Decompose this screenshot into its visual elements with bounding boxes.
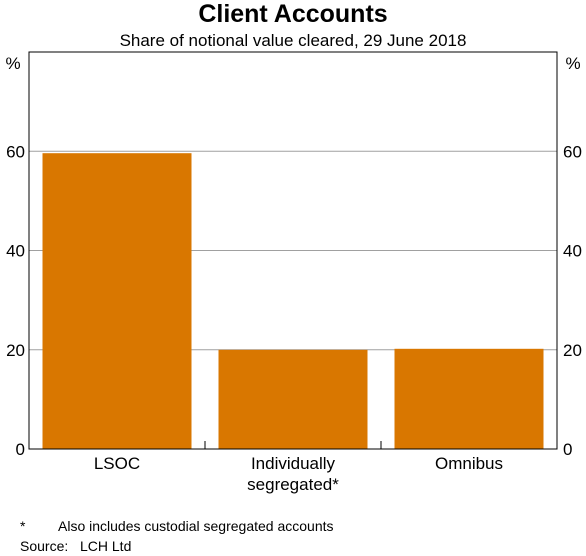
chart-title: Client Accounts	[198, 0, 388, 28]
chart-subtitle: Share of notional value cleared, 29 June…	[119, 31, 467, 50]
x-category-label: Individually	[251, 454, 336, 473]
y-tick-label-left: 0	[16, 440, 25, 459]
y-tick-label-left: 60	[6, 142, 25, 161]
footnote-marker: *	[20, 518, 26, 534]
x-category-label: Omnibus	[435, 454, 503, 473]
source-label: Source:	[20, 538, 69, 554]
y-tick-label-left: 20	[6, 341, 25, 360]
y-tick-label-right: 40	[563, 242, 582, 261]
y-unit-left: %	[5, 54, 20, 73]
footnote-text: Also includes custodial segregated accou…	[58, 518, 334, 534]
y-unit-right: %	[565, 54, 580, 73]
y-tick-label-left: 40	[6, 242, 25, 261]
y-tick-label-right: 0	[563, 440, 572, 459]
source-note: Source: LCH Ltd	[20, 538, 131, 554]
source-text: LCH Ltd	[80, 538, 132, 554]
bar	[218, 349, 368, 450]
bar	[42, 153, 192, 449]
x-category-label: LSOC	[94, 454, 140, 473]
footnote: * Also includes custodial segregated acco…	[20, 518, 334, 534]
y-tick-label-right: 60	[563, 142, 582, 161]
x-category-label: segregated*	[247, 475, 339, 494]
y-tick-label-right: 20	[563, 341, 582, 360]
plot-frame	[28, 51, 558, 450]
bar	[394, 348, 544, 449]
